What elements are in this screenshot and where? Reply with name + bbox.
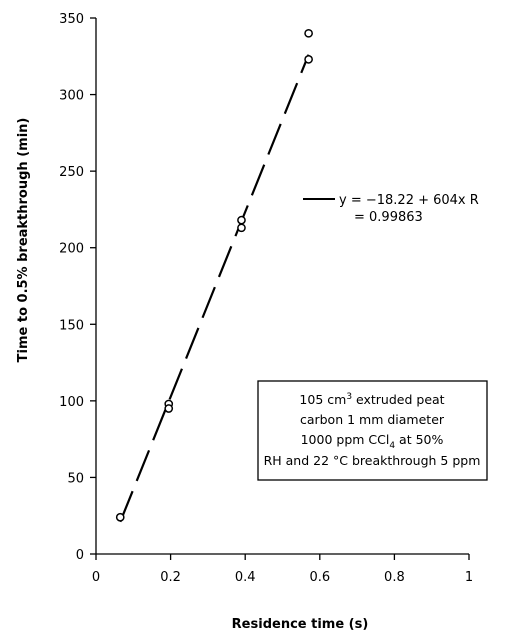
data-point [164, 404, 174, 413]
legend: y = −18.22 + 604x R = 0.99863 [303, 193, 479, 225]
data-points [115, 28, 313, 522]
legend-line2: = 0.99863 [354, 210, 423, 225]
legend-line1: y = −18.22 + 604x R [339, 193, 479, 208]
data-point [237, 223, 246, 233]
y-tick-label: 50 [67, 471, 84, 486]
y-tick-label: 250 [59, 165, 84, 180]
x-tick-label: 0 [92, 570, 100, 585]
annotation-line3: 1000 ppm CCl4 at 50% [301, 432, 444, 451]
x-tick-label: 0.6 [309, 570, 330, 585]
annotation-line2: carbon 1 mm diameter [300, 412, 445, 427]
x-tick-label: 0.2 [160, 570, 181, 585]
x-tick-label: 0.4 [235, 570, 256, 585]
x-axis-title: Residence time (s) [232, 617, 369, 632]
y-tick-label: 150 [59, 318, 84, 333]
x-tick-label: 0.8 [384, 570, 405, 585]
y-axis: 0 50 100 150 200 250 300 350 [59, 12, 97, 563]
y-axis-title: Time to 0.5% breakthrough (min) [16, 118, 31, 363]
data-point [115, 512, 125, 522]
x-axis: 0 0.2 0.4 0.6 0.8 1 [92, 553, 473, 585]
annotation-line1: 105 cm3 extruded peat [299, 392, 444, 407]
data-point [304, 54, 313, 64]
y-tick-label: 200 [59, 242, 84, 257]
annotation-border [257, 380, 488, 481]
data-point [237, 215, 246, 225]
y-tick-label: 0 [76, 548, 84, 563]
fit-line-group [119, 54, 310, 523]
fit-line [119, 54, 310, 523]
annotation-box: 105 cm3 extruded peat carbon 1 mm diamet… [257, 380, 488, 481]
y-tick-label: 350 [59, 12, 84, 27]
y-tick-label: 300 [59, 89, 84, 104]
data-point [304, 28, 313, 38]
x-tick-label: 1 [465, 570, 473, 585]
y-tick-label: 100 [59, 395, 84, 410]
annotation-line4: RH and 22 °C breakthrough 5 ppm [264, 453, 481, 468]
